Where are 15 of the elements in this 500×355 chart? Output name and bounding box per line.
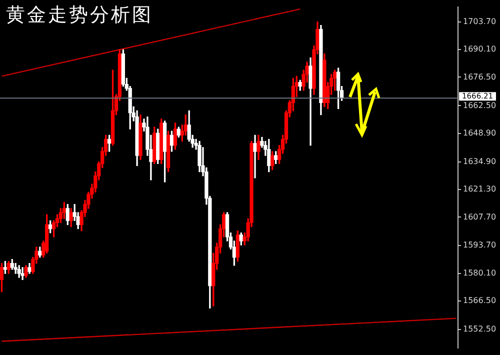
y-tick-label: 1634.90: [463, 156, 496, 166]
y-tick-label: 1662.50: [463, 100, 496, 110]
y-tick-label: 1676.50: [463, 72, 496, 82]
y-tick-label: 1566.50: [463, 296, 496, 306]
y-tick-label: 1593.70: [463, 240, 496, 250]
y-tick-label: 1580.10: [463, 268, 496, 278]
y-tick-label: 1690.10: [463, 44, 496, 54]
chart-title: 黄金走势分析图: [6, 3, 153, 28]
y-tick-label: 1703.70: [463, 16, 496, 26]
y-tick-label: 1648.90: [463, 128, 496, 138]
candlestick: [20, 267, 24, 280]
y-tick-label: 1607.70: [463, 212, 496, 222]
y-tick-label: 1552.50: [463, 324, 496, 334]
candlestick: [253, 134, 257, 178]
y-tick-label: 1621.30: [463, 184, 496, 194]
